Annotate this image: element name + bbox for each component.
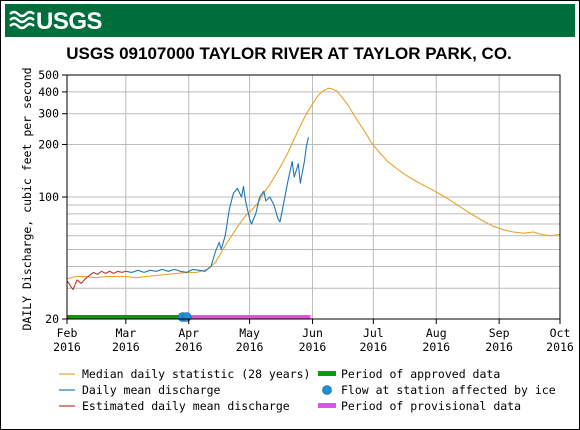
y-tick-label: 400 [38,85,59,99]
axis-ticks: 20100200300400500Feb2016Mar2016Apr2016Ma… [38,68,574,354]
x-tick-year-label: 2016 [422,340,450,354]
x-tick-month-label: Jun [302,326,323,340]
x-tick-year-label: 2016 [53,340,81,354]
x-tick-month-label: May [239,326,260,340]
usgs-logo-text: USGS [36,8,103,35]
legend-swatch-flow-at-station-affected-by-ice [322,385,332,395]
legend-label-estimated-daily-mean-discharge: Estimated daily mean discharge [82,399,290,413]
legend-label-period-of-approved-data: Period of approved data [341,367,500,381]
legend-swatch-period-of-approved-data [318,371,336,376]
legend-label-period-of-provisional-data: Period of provisional data [341,399,521,413]
x-tick-year-label: 2016 [546,340,574,354]
x-tick-year-label: 2016 [175,340,203,354]
period-of-approved-data-bar [67,315,189,319]
x-tick-month-label: Oct [550,326,571,340]
period-of-provisional-data-bar [188,315,311,319]
gridlines [66,75,561,319]
y-tick-label: 20 [45,312,59,326]
daily-mean-discharge-line [125,137,309,273]
chart-title: USGS 09107000 TAYLOR RIVER AT TAYLOR PAR… [66,44,512,63]
x-tick-year-label: 2016 [359,340,387,354]
x-tick-month-label: Feb [57,326,78,340]
median-daily-statistic-28-years-line [66,87,561,280]
y-tick-label: 300 [38,107,59,121]
legend-swatch-period-of-provisional-data [318,403,336,408]
x-tick-month-label: Aug [426,326,447,340]
y-tick-label: 100 [38,190,59,204]
usgs-logo-mark-icon [9,10,35,30]
x-tick-month-label: Mar [115,326,136,340]
x-tick-month-label: Jul [363,326,384,340]
legend-label-flow-at-station-affected-by-ice: Flow at station affected by ice [341,383,556,397]
x-tick-year-label: 2016 [112,340,140,354]
y-axis-label: DAILY Discharge, cubic feet per second [20,67,34,330]
x-tick-year-label: 2016 [236,340,264,354]
estimated-daily-mean-discharge-line [66,270,126,291]
x-tick-year-label: 2016 [485,340,513,354]
x-tick-month-label: Sep [489,326,510,340]
series-layer [66,87,561,291]
legend: Median daily statistic (28 years) Period … [59,367,556,413]
usgs-logo: USGS [9,8,103,35]
x-tick-year-label: 2016 [299,340,327,354]
usgs-banner [5,4,575,37]
ice-marker [181,312,192,322]
y-tick-label: 500 [38,68,59,82]
y-tick-label: 200 [38,137,59,151]
legend-label-median-daily-statistic-28-years: Median daily statistic (28 years) [82,367,310,381]
x-tick-month-label: Apr [178,326,199,340]
legend-label-daily-mean-discharge: Daily mean discharge [82,383,221,397]
